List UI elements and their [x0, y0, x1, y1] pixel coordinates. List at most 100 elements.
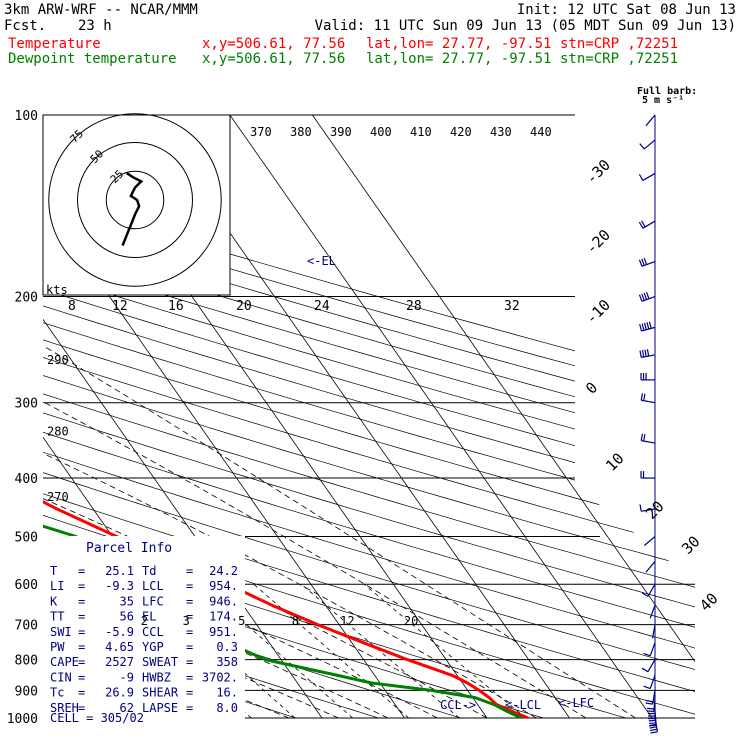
svg-text:Td: Td: [142, 564, 156, 578]
svg-text:16.: 16.: [216, 686, 238, 700]
temperature-tick-label: -30: [582, 156, 614, 188]
svg-text:=: =: [186, 670, 193, 684]
svg-text:=: =: [78, 655, 85, 669]
mixing-ratio-tick-label: 32: [504, 299, 520, 314]
pressure-tick-label: 300: [15, 397, 38, 412]
legend-dewpoint-latlon: lat,lon= 27.77, -97.51: [366, 51, 552, 67]
svg-text:=: =: [186, 625, 193, 639]
valid-time: Valid: 11 UTC Sun 09 Jun 13 (05 MDT Sun …: [314, 18, 736, 34]
legend-temperature: Temperature: [8, 36, 101, 52]
wind-barb: [638, 220, 656, 229]
svg-text:K: K: [50, 594, 58, 608]
svg-text:8.0: 8.0: [216, 701, 238, 715]
dry-adiabat: [43, 115, 695, 718]
mixing-ratio-tick-label: 2: [141, 614, 148, 628]
theta-tick-label: 270: [47, 490, 69, 504]
dry-adiabat: [43, 115, 695, 718]
mixing-ratio-tick-label: 12: [340, 614, 354, 628]
dry-adiabat: [0, 115, 2, 731]
mixing-ratio-tick-label: 8: [292, 614, 299, 628]
lfc-marker: <-LFC: [558, 696, 594, 710]
wind-barb: [640, 393, 656, 404]
svg-text:CAPE: CAPE: [50, 655, 79, 669]
legend-temperature-xy: x,y=506.61, 77.56: [202, 36, 346, 52]
svg-text:-9.3: -9.3: [105, 579, 134, 593]
dry-adiabat: [43, 115, 695, 718]
barb-legend-line1: Full barb:: [637, 86, 697, 97]
isotherm: [229, 115, 653, 718]
svg-text:358: 358: [216, 655, 238, 669]
svg-text:=: =: [78, 686, 85, 700]
mixing-ratio-tick-label: 12: [112, 299, 128, 314]
lcl-marker: <-LCL: [505, 698, 541, 712]
legend-dewpoint: Dewpoint temperature: [8, 51, 177, 67]
wind-barb: [643, 675, 656, 690]
temperature-tick-label: 20: [642, 497, 668, 523]
moist-adiabat: [43, 220, 339, 718]
svg-text:3702.: 3702.: [202, 670, 238, 684]
theta-tick-label: 280: [47, 425, 69, 439]
ccl-marker: CCL->: [440, 698, 476, 712]
svg-text:PW: PW: [50, 640, 65, 654]
parcel-row: CIN = -9 HWBZ = 3702.: [50, 670, 238, 684]
svg-text:=: =: [186, 610, 193, 624]
dry-adiabat: [43, 115, 504, 718]
svg-text:35: 35: [120, 594, 134, 608]
parcel-row: TT = 56 EL = 174.: [50, 610, 238, 624]
parcel-row: PW = 4.65 YGP = 0.3: [50, 640, 238, 654]
pressure-tick-label: 1000: [7, 712, 38, 727]
svg-text:=: =: [186, 594, 193, 608]
svg-text:=: =: [186, 640, 193, 654]
moist-adiabat: [43, 220, 587, 718]
dry-adiabat: [43, 115, 695, 718]
wind-barb: [648, 704, 656, 720]
wind-barb: [638, 172, 656, 181]
dry-adiabat: [43, 115, 695, 718]
forecast-hour-value: 23 h: [78, 18, 112, 34]
dry-adiabat: [43, 115, 695, 718]
model-title: 3km ARW-WRF -- NCAR/MMM: [4, 2, 198, 18]
forecast-hour-label: Fcst.: [4, 18, 47, 34]
temperature-tick-label: 40: [696, 589, 722, 615]
legend-dewpoint-xy: x,y=506.61, 77.56: [202, 51, 346, 67]
svg-text:SHEAR: SHEAR: [142, 686, 179, 700]
svg-text:951.: 951.: [209, 625, 238, 639]
theta-tick-label: 290: [47, 353, 69, 367]
svg-text:LFC: LFC: [142, 594, 164, 608]
wind-barb: [645, 561, 656, 573]
parcel-row: T = 25.1 Td = 24.2: [50, 564, 238, 578]
theta-e-tick-label: 380: [290, 125, 312, 139]
legend-dewpoint-station: stn=CRP ,72251: [560, 51, 679, 67]
temperature-tick-label: 30: [678, 532, 704, 558]
svg-text:-9: -9: [120, 670, 134, 684]
svg-text:=: =: [186, 655, 193, 669]
svg-text:=: =: [78, 610, 85, 624]
dry-adiabat: [43, 115, 695, 718]
svg-text:=: =: [186, 686, 193, 700]
hodograph-units: kts: [46, 283, 68, 297]
moist-adiabat: [43, 220, 636, 718]
svg-text:T: T: [50, 564, 57, 578]
hodograph-ring: [48, 113, 222, 287]
svg-text:TT: TT: [50, 610, 64, 624]
mixing-ratio-tick-label: 8: [68, 299, 76, 314]
hodograph-ring: [77, 142, 193, 258]
wind-barb: [649, 604, 656, 619]
dry-adiabat: [43, 115, 695, 718]
svg-text:954.: 954.: [209, 579, 238, 593]
pressure-tick-label: 200: [15, 291, 38, 306]
moist-adiabat: [43, 220, 389, 718]
svg-text:24.2: 24.2: [209, 564, 238, 578]
svg-text:4.65: 4.65: [105, 640, 134, 654]
theta-e-tick-label: 430: [490, 125, 512, 139]
parcel-cell: CELL = 305/02: [50, 711, 144, 725]
theta-e-tick-label: 420: [450, 125, 472, 139]
isotherm: [43, 115, 323, 718]
dry-adiabat: [43, 115, 695, 718]
wind-barb: [645, 690, 656, 705]
wind-barb: [640, 471, 655, 479]
temperature-tick-label: -20: [582, 226, 614, 258]
wind-barb: [639, 139, 656, 150]
svg-text:YGP: YGP: [142, 640, 164, 654]
